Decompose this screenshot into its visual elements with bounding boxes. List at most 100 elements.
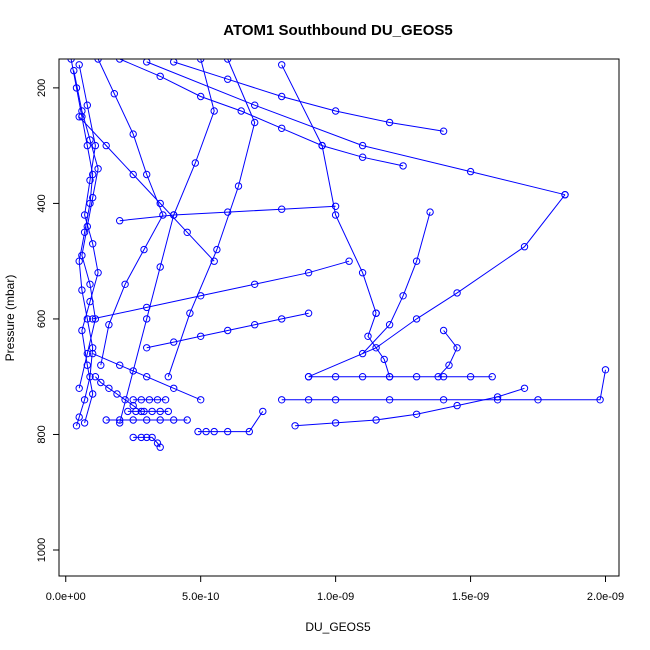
- series-line: [367, 313, 391, 377]
- series-7: [304, 191, 569, 381]
- data-point: [358, 349, 367, 358]
- data-point: [137, 433, 146, 442]
- series-24: [143, 309, 313, 352]
- series-11: [129, 433, 164, 451]
- data-point: [439, 396, 448, 404]
- series-10: [291, 384, 529, 430]
- data-point: [170, 338, 178, 346]
- data-point: [129, 401, 137, 410]
- data-point: [89, 240, 97, 248]
- data-point: [439, 127, 448, 135]
- data-point: [380, 355, 388, 364]
- data-point: [67, 59, 75, 63]
- data-point: [143, 344, 151, 352]
- data-point: [129, 130, 137, 138]
- data-point: [170, 416, 178, 424]
- data-point: [153, 396, 162, 404]
- data-point: [372, 344, 380, 352]
- x-axis: 0.0e+00 5.0e-10 1.0e-09 1.5e-09 2.0e-09: [46, 576, 624, 603]
- data-point: [129, 416, 137, 424]
- data-point: [183, 228, 191, 237]
- series-27: [89, 349, 205, 404]
- data-point: [304, 373, 313, 381]
- data-point: [143, 433, 151, 442]
- data-point: [159, 211, 167, 219]
- data-point: [164, 407, 173, 416]
- data-point: [224, 326, 232, 335]
- data-point: [124, 407, 132, 416]
- data-point: [251, 118, 259, 127]
- x-tick-label: 1.5e-09: [452, 591, 489, 603]
- data-point: [143, 416, 151, 424]
- data-point: [97, 361, 105, 369]
- series-line: [281, 64, 377, 314]
- data-point: [186, 309, 194, 317]
- data-point: [251, 280, 259, 288]
- data-point: [91, 315, 100, 323]
- data-point: [156, 199, 164, 208]
- data-point: [97, 378, 105, 387]
- data-point: [137, 396, 146, 404]
- data-point: [224, 427, 232, 436]
- series-line: [95, 376, 142, 412]
- series-0: [67, 59, 97, 430]
- data-point: [143, 59, 151, 66]
- data-point: [113, 390, 121, 398]
- data-point: [278, 61, 286, 69]
- data-point: [304, 269, 313, 277]
- x-tick-label: 0.0e+00: [46, 591, 86, 603]
- data-point: [86, 176, 94, 185]
- data-point: [304, 396, 313, 404]
- series-22: [89, 257, 353, 323]
- data-point: [278, 92, 286, 101]
- data-point: [78, 286, 86, 294]
- data-point: [94, 165, 102, 173]
- data-point: [445, 361, 453, 369]
- series-6: [143, 59, 569, 199]
- data-point: [434, 373, 442, 381]
- data-point: [156, 416, 164, 424]
- data-point: [439, 373, 448, 381]
- series-25: [434, 326, 461, 381]
- y-tick-label: 200: [36, 79, 48, 97]
- series-16: [91, 373, 146, 416]
- data-point: [129, 396, 137, 404]
- data-point: [213, 245, 221, 254]
- data-point: [202, 427, 210, 436]
- data-point: [80, 419, 89, 427]
- y-tick-label: 600: [36, 310, 48, 328]
- data-point: [412, 410, 421, 418]
- data-point: [210, 257, 218, 265]
- data-point: [331, 373, 340, 381]
- data-point: [102, 416, 110, 424]
- data-point: [237, 107, 245, 115]
- data-point: [102, 141, 110, 150]
- series-1: [75, 61, 102, 427]
- data-point: [148, 433, 156, 442]
- x-tick-label: 1.0e-09: [317, 591, 354, 603]
- data-point: [161, 396, 170, 404]
- data-point: [331, 107, 340, 115]
- y-axis-label: Pressure (mbar): [3, 275, 17, 362]
- data-point: [318, 141, 326, 150]
- series-21: [358, 208, 434, 358]
- data-point: [466, 167, 475, 176]
- data-point: [89, 390, 97, 398]
- data-point: [143, 303, 151, 312]
- series-26: [75, 113, 218, 265]
- data-point: [412, 315, 421, 323]
- x-tick-label: 2.0e-09: [587, 591, 624, 603]
- series-line: [295, 387, 525, 427]
- data-point: [164, 373, 173, 381]
- series-line: [437, 330, 458, 378]
- data-point: [156, 72, 164, 81]
- series-line: [92, 260, 350, 320]
- data-point: [156, 263, 164, 271]
- series-line: [73, 70, 99, 389]
- data-point: [385, 396, 394, 404]
- data-point: [520, 243, 529, 251]
- data-point: [89, 170, 97, 179]
- data-point: [331, 202, 340, 211]
- data-point: [372, 416, 380, 424]
- data-point: [466, 373, 475, 381]
